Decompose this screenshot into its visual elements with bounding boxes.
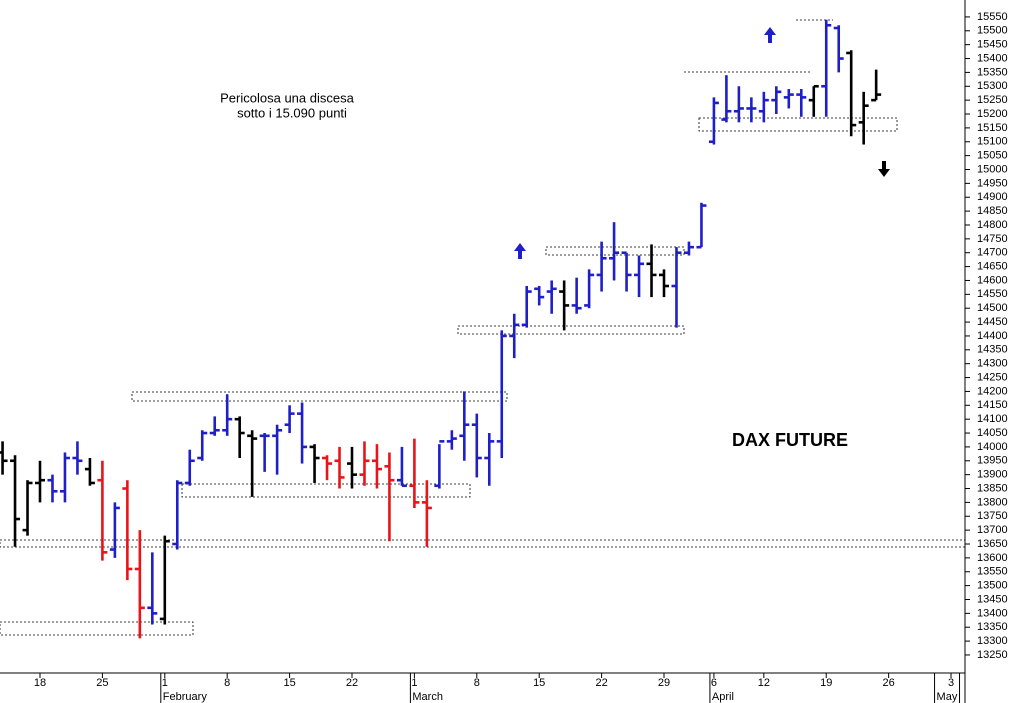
month-label: May — [937, 691, 958, 703]
x-tick-label: 1 — [162, 677, 168, 689]
arrows — [514, 27, 890, 259]
y-tick-label: 15300 — [977, 80, 1008, 92]
y-tick-label: 14500 — [977, 302, 1008, 314]
y-tick-label: 15550 — [977, 11, 1008, 23]
y-tick-label: 14650 — [977, 260, 1008, 272]
zones — [0, 19, 966, 636]
y-tick-label: 13350 — [977, 621, 1008, 633]
zone — [698, 117, 898, 132]
x-tick-label: 15 — [533, 677, 545, 689]
chart-title: DAX FUTURE — [732, 430, 848, 450]
y-tick-label: 15150 — [977, 122, 1008, 134]
x-tick-label: 25 — [96, 677, 108, 689]
y-tick-label: 13550 — [977, 566, 1008, 578]
y-tick-label: 14700 — [977, 247, 1008, 259]
y-tick-label: 15500 — [977, 25, 1008, 37]
y-tick-label: 13650 — [977, 538, 1008, 550]
month-label: March — [412, 691, 443, 703]
y-tick-label: 14900 — [977, 191, 1008, 203]
y-tick-label: 14600 — [977, 274, 1008, 286]
y-tick-label: 14100 — [977, 413, 1008, 425]
x-tick-label: 1 — [411, 677, 417, 689]
y-tick-label: 15250 — [977, 94, 1008, 106]
x-tick-label: 26 — [883, 677, 895, 689]
y-tick-label: 14050 — [977, 427, 1008, 439]
y-tick-label: 13500 — [977, 580, 1008, 592]
y-tick-label: 14300 — [977, 358, 1008, 370]
zone — [0, 621, 194, 636]
x-tick-label: 6 — [711, 677, 717, 689]
month-label: April — [712, 691, 734, 703]
y-tick-label: 14150 — [977, 399, 1008, 411]
x-tick-label: 15 — [283, 677, 295, 689]
y-tick-label: 15200 — [977, 108, 1008, 120]
y-tick-label: 15450 — [977, 39, 1008, 51]
y-tick-label: 14350 — [977, 344, 1008, 356]
y-tick-label: 13600 — [977, 552, 1008, 564]
x-tick-label: 18 — [34, 677, 46, 689]
y-tick-label: 13400 — [977, 607, 1008, 619]
y-tick-label: 15350 — [977, 66, 1008, 78]
y-tick-label: 13800 — [977, 496, 1008, 508]
down-arrow — [878, 161, 890, 177]
up-arrow — [514, 243, 526, 259]
y-tick-label: 15100 — [977, 136, 1008, 148]
y-tick-label: 13750 — [977, 510, 1008, 522]
x-tick-label: 19 — [820, 677, 832, 689]
y-tick-label: 14550 — [977, 288, 1008, 300]
y-tick-label: 14950 — [977, 177, 1008, 189]
y-tick-label: 14800 — [977, 219, 1008, 231]
y-tick-label: 14850 — [977, 205, 1008, 217]
up-arrow — [764, 27, 776, 43]
x-tick-label: 8 — [224, 677, 230, 689]
x-tick-label: 3 — [948, 677, 954, 689]
y-tick-label: 14450 — [977, 316, 1008, 328]
y-tick-label: 13850 — [977, 482, 1008, 494]
y-tick-label: 13900 — [977, 469, 1008, 481]
x-tick-label: 29 — [658, 677, 670, 689]
annotation: Pericolosa una discesa — [220, 90, 354, 105]
y-tick-label: 15050 — [977, 150, 1008, 162]
y-tick-label: 14000 — [977, 441, 1008, 453]
x-tick-label: 8 — [474, 677, 480, 689]
x-tick-label: 22 — [346, 677, 358, 689]
y-tick-label: 13700 — [977, 524, 1008, 536]
month-label: February — [163, 691, 208, 703]
zone — [457, 325, 685, 335]
x-tick-label: 22 — [595, 677, 607, 689]
y-tick-label: 14250 — [977, 371, 1008, 383]
x-tick-label: 12 — [758, 677, 770, 689]
y-tick-label: 15000 — [977, 163, 1008, 175]
zone — [181, 483, 471, 498]
y-tick-label: 14200 — [977, 385, 1008, 397]
zone — [131, 391, 508, 402]
y-tick-label: 13300 — [977, 635, 1008, 647]
y-tick-label: 15400 — [977, 52, 1008, 64]
y-tick-label: 14750 — [977, 233, 1008, 245]
y-tick-label: 13950 — [977, 455, 1008, 467]
zone — [0, 539, 966, 548]
y-tick-label: 14400 — [977, 330, 1008, 342]
y-tick-label: 13450 — [977, 593, 1008, 605]
y-tick-label: 13250 — [977, 649, 1008, 661]
annotation: sotto i 15.090 punti — [237, 105, 347, 120]
